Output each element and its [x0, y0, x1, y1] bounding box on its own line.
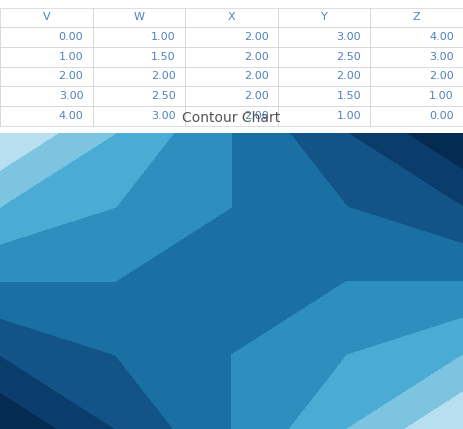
Title: Contour Chart: Contour Chart [182, 111, 281, 125]
